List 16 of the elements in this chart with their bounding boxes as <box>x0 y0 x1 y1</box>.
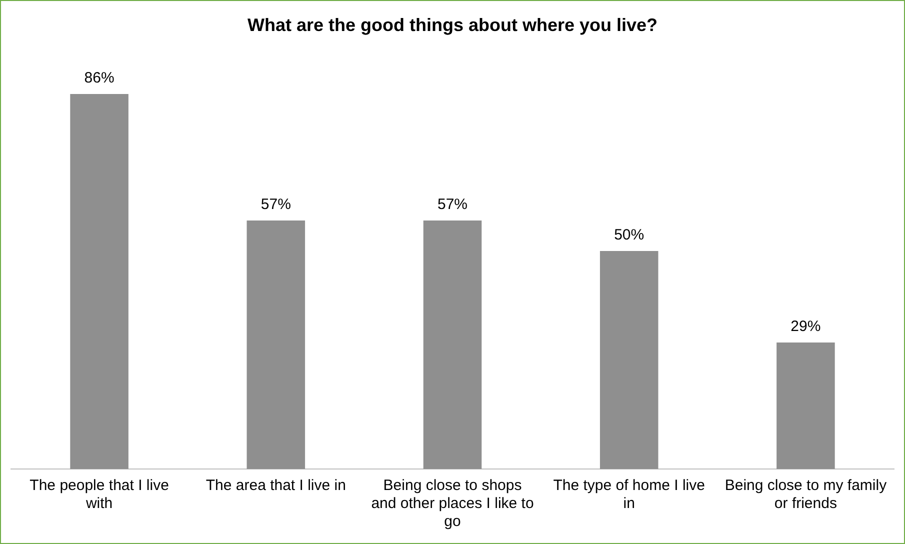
data-label: 50% <box>614 226 644 244</box>
data-label: 29% <box>790 318 821 336</box>
data-label: 57% <box>260 196 291 214</box>
data-label: 57% <box>437 196 468 214</box>
bar <box>246 220 306 469</box>
bar <box>70 94 128 469</box>
x-tick-label: Being close to my family or friends <box>724 477 888 512</box>
x-tick-label: The type of home I live in <box>553 477 705 512</box>
x-tick-label: The area that I live in <box>206 477 346 494</box>
x-tick-label: Being close to shops and other places I like to go <box>371 477 534 530</box>
data-label: 86% <box>84 70 114 87</box>
bar <box>776 342 835 469</box>
x-tick-label: The people that I live with <box>30 477 169 512</box>
bar <box>600 251 658 469</box>
chart-title: What are the good things about where you live? <box>247 14 658 35</box>
bar <box>423 220 482 469</box>
